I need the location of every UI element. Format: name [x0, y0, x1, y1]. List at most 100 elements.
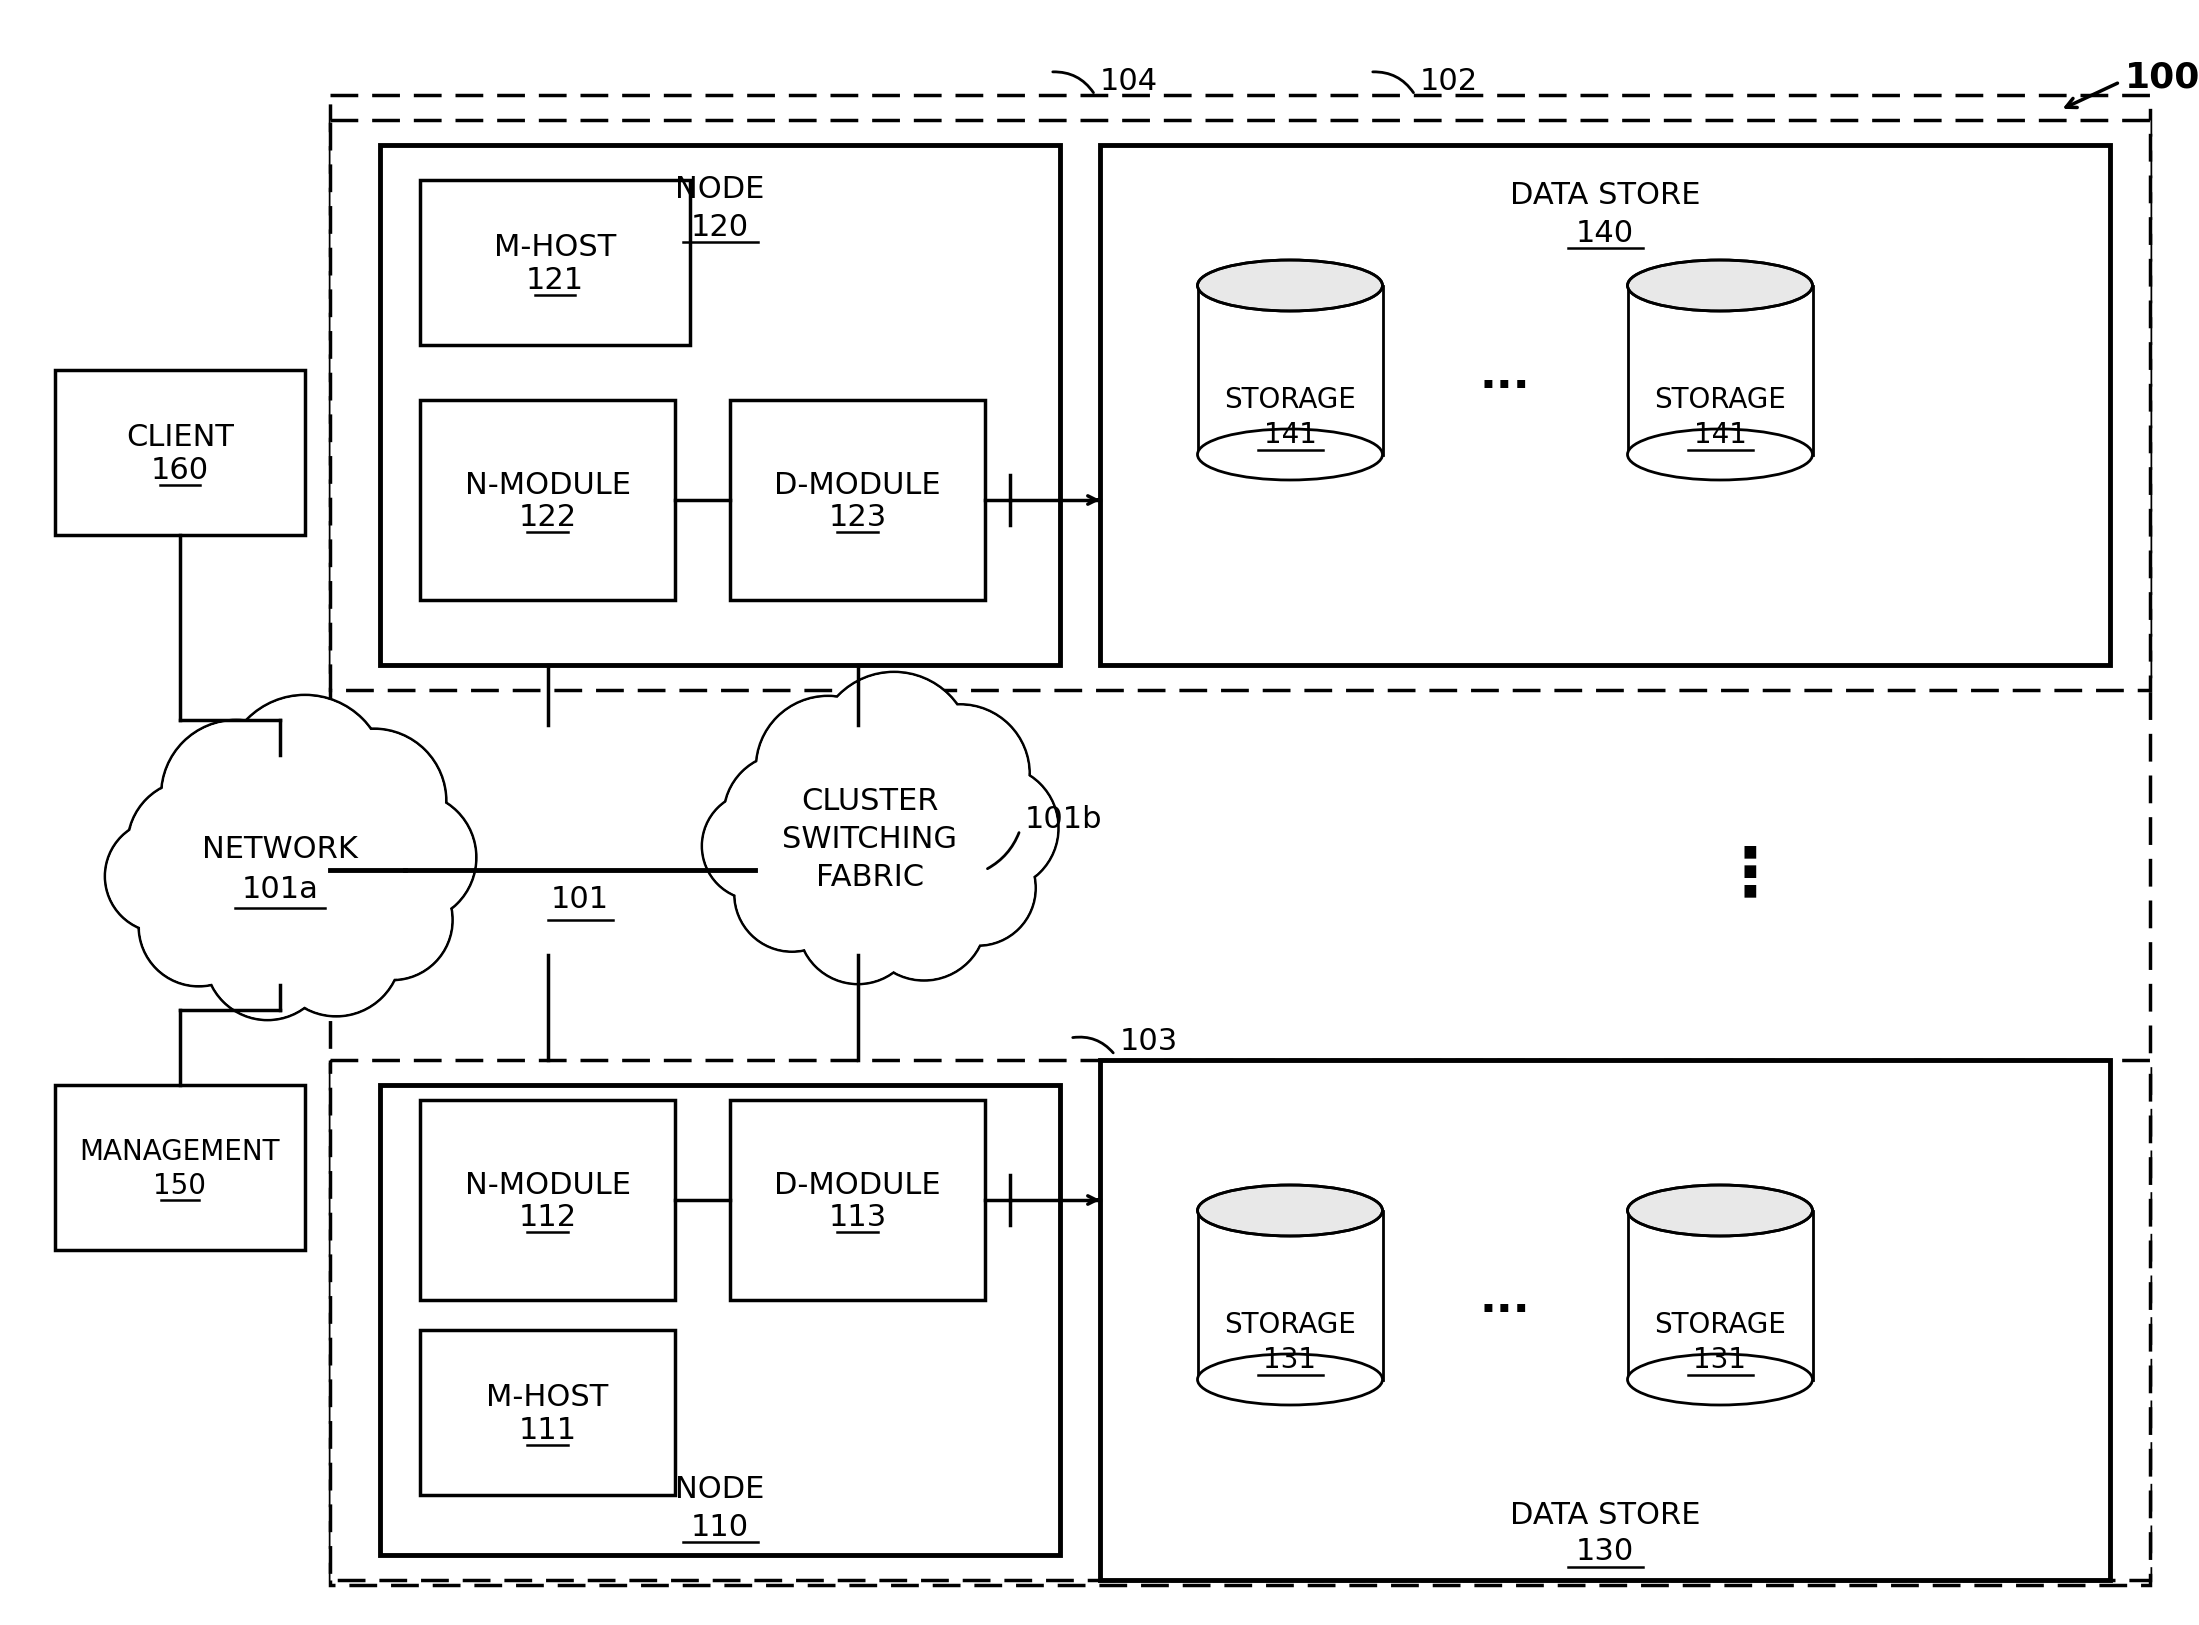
Circle shape: [205, 895, 330, 1020]
Ellipse shape: [1627, 1354, 1812, 1406]
Circle shape: [180, 770, 380, 970]
Circle shape: [163, 722, 310, 869]
Circle shape: [345, 793, 477, 923]
Circle shape: [935, 767, 1058, 889]
Bar: [1100, 1060, 2111, 1580]
Text: DATA STORE: DATA STORE: [1511, 1500, 1700, 1529]
Circle shape: [921, 830, 1036, 946]
Bar: [380, 1086, 1060, 1555]
Text: 160: 160: [152, 457, 209, 484]
Text: N-MODULE: N-MODULE: [464, 471, 631, 499]
Text: 110: 110: [690, 1513, 750, 1542]
Circle shape: [862, 856, 987, 980]
Bar: [380, 145, 1060, 665]
Text: 141: 141: [1693, 421, 1746, 448]
Bar: [1627, 1211, 1812, 1380]
Circle shape: [756, 696, 899, 840]
Circle shape: [935, 765, 1058, 891]
Text: NETWORK: NETWORK: [202, 835, 358, 864]
Circle shape: [161, 720, 312, 869]
Bar: [730, 1100, 985, 1300]
Circle shape: [303, 730, 444, 873]
Text: STORAGE: STORAGE: [1654, 1311, 1786, 1339]
Text: 101a: 101a: [242, 876, 319, 905]
Bar: [330, 1060, 2151, 1580]
Text: STORAGE: STORAGE: [1654, 387, 1786, 414]
Circle shape: [774, 744, 965, 936]
Bar: [730, 400, 985, 600]
Bar: [420, 400, 675, 600]
Text: 140: 140: [1577, 218, 1634, 247]
Bar: [420, 1100, 675, 1300]
Circle shape: [224, 696, 385, 856]
Circle shape: [128, 780, 257, 910]
Text: DATA STORE: DATA STORE: [1511, 180, 1700, 210]
Text: NODE: NODE: [675, 176, 765, 205]
Bar: [420, 1329, 675, 1495]
Text: N-MODULE: N-MODULE: [464, 1170, 631, 1199]
Text: 103: 103: [1119, 1027, 1179, 1056]
Text: 113: 113: [829, 1204, 886, 1232]
Bar: [55, 370, 306, 535]
Bar: [55, 1086, 306, 1250]
Circle shape: [207, 897, 328, 1019]
Circle shape: [334, 861, 451, 978]
Ellipse shape: [1198, 1185, 1383, 1237]
Circle shape: [270, 886, 400, 1016]
Circle shape: [891, 705, 1029, 842]
Text: M-HOST: M-HOST: [486, 1383, 609, 1412]
Text: STORAGE: STORAGE: [1225, 387, 1357, 414]
Text: D-MODULE: D-MODULE: [774, 1170, 941, 1199]
Text: D-MODULE: D-MODULE: [774, 471, 941, 499]
Circle shape: [273, 887, 400, 1016]
Bar: [330, 120, 2151, 691]
Circle shape: [891, 704, 1029, 843]
Text: NODE: NODE: [675, 1476, 765, 1505]
Text: ...: ...: [1480, 354, 1531, 396]
Text: 120: 120: [690, 213, 750, 242]
Circle shape: [347, 793, 475, 921]
Bar: [1627, 286, 1812, 455]
Ellipse shape: [1198, 260, 1383, 310]
Ellipse shape: [1627, 429, 1812, 479]
Circle shape: [921, 832, 1034, 944]
Text: SWITCHING: SWITCHING: [783, 826, 957, 855]
Text: FABRIC: FABRIC: [816, 863, 924, 892]
Ellipse shape: [1198, 429, 1383, 479]
Circle shape: [726, 754, 847, 878]
Ellipse shape: [1198, 1354, 1383, 1406]
Circle shape: [106, 821, 218, 933]
Bar: [1198, 1211, 1383, 1380]
Circle shape: [139, 866, 259, 986]
Circle shape: [141, 868, 257, 985]
Text: 121: 121: [526, 266, 585, 296]
Text: 123: 123: [829, 504, 886, 533]
Circle shape: [798, 864, 917, 985]
Circle shape: [737, 837, 849, 951]
Ellipse shape: [1627, 1185, 1812, 1237]
Circle shape: [723, 754, 849, 879]
Text: 101b: 101b: [1025, 806, 1102, 835]
Text: CLUSTER: CLUSTER: [800, 788, 939, 816]
Circle shape: [301, 728, 446, 874]
Circle shape: [756, 697, 899, 838]
Text: 131: 131: [1264, 1346, 1317, 1375]
Text: 131: 131: [1693, 1346, 1746, 1375]
Text: M-HOST: M-HOST: [495, 232, 616, 262]
Circle shape: [818, 673, 970, 827]
Circle shape: [816, 673, 972, 829]
Bar: [1100, 145, 2111, 665]
Text: 150: 150: [154, 1172, 207, 1199]
Text: ⋮: ⋮: [1717, 842, 1783, 908]
Circle shape: [106, 821, 216, 931]
Text: ...: ...: [1480, 1279, 1531, 1321]
Bar: [420, 180, 690, 344]
Text: 104: 104: [1100, 68, 1159, 96]
Circle shape: [224, 696, 387, 858]
Text: 102: 102: [1421, 68, 1478, 96]
Text: STORAGE: STORAGE: [1225, 1311, 1357, 1339]
Text: 111: 111: [519, 1415, 576, 1445]
Bar: [1198, 286, 1383, 455]
Text: 122: 122: [519, 504, 576, 533]
Text: 112: 112: [519, 1204, 576, 1232]
